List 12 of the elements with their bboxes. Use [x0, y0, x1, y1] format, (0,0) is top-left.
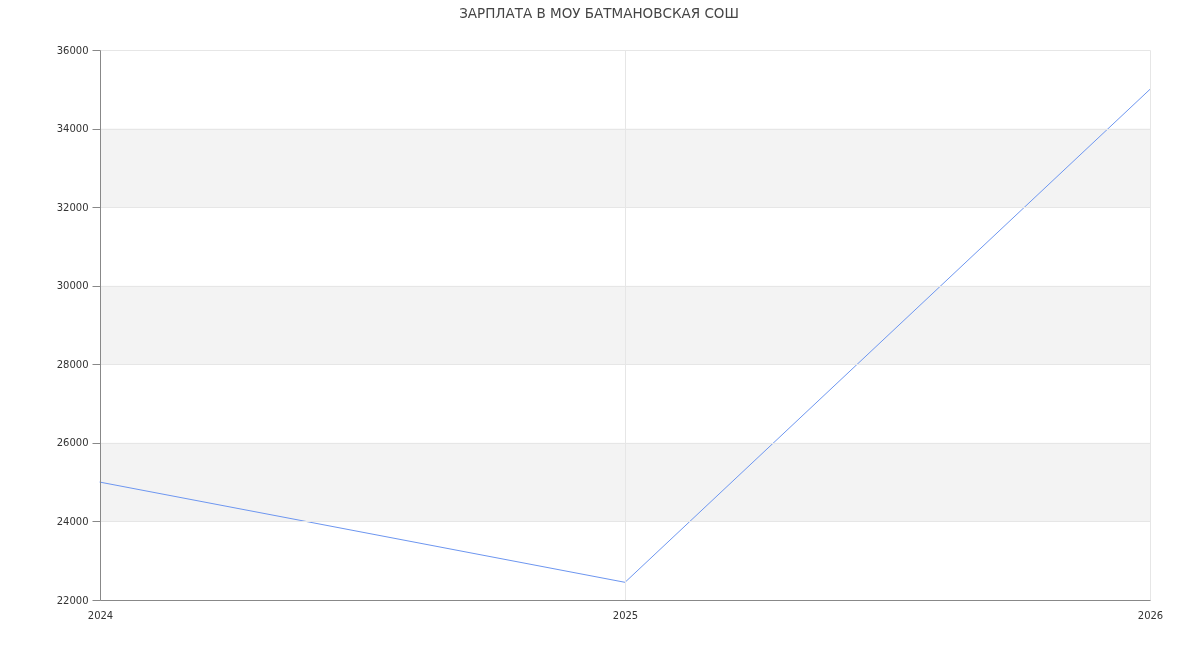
x-tick-label: 2026: [1137, 609, 1164, 621]
y-tick-label: 28000: [56, 358, 89, 370]
y-tick-label: 34000: [56, 123, 89, 135]
x-tick-label: 2024: [87, 609, 114, 621]
y-tick-label: 24000: [56, 515, 89, 527]
x-tick-label: 2025: [612, 609, 639, 621]
y-tick-label: 26000: [56, 437, 89, 449]
y-tick-label: 22000: [56, 594, 89, 606]
y-tick-label: 30000: [56, 280, 89, 292]
chart-title: ЗАРПЛАТА В МОУ БАТМАНОВСКАЯ СОШ: [459, 4, 739, 21]
y-tick-label: 32000: [56, 201, 89, 213]
y-tick-label: 36000: [56, 44, 89, 56]
